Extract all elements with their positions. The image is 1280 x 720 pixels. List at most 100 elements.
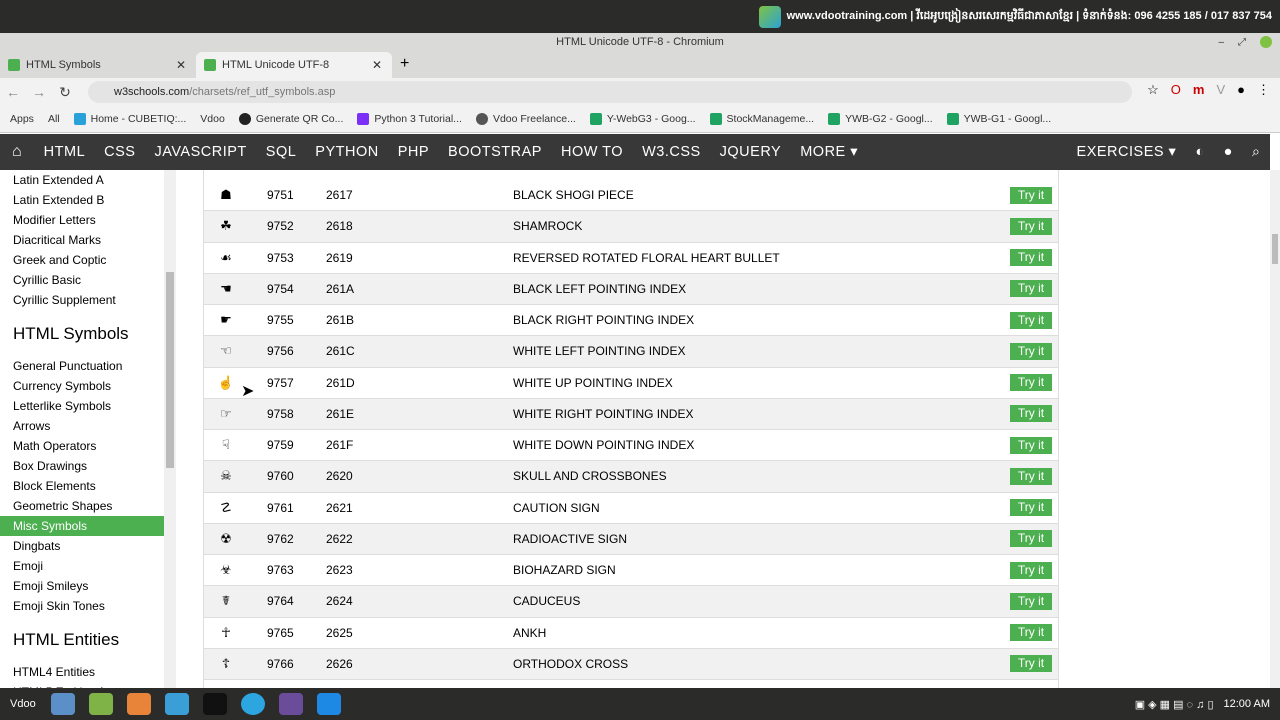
try-it-button[interactable]: Try it [1010,311,1052,329]
minimize-button[interactable]: – [1218,37,1224,48]
nav-item[interactable]: MORE ▾ [800,144,859,160]
try-it-button[interactable]: Try it [1010,467,1052,485]
telegram-taskbar-icon[interactable] [240,693,265,715]
sidebar-item[interactable]: HTML4 Entities [13,665,96,679]
vscode-taskbar-icon[interactable] [316,693,341,715]
sidebar-item[interactable]: Misc Symbols [0,516,164,536]
firefox-taskbar-icon[interactable] [126,693,151,715]
reload-icon[interactable]: ↻ [59,83,71,100]
sidebar-item[interactable]: Modifier Letters [13,213,96,227]
bookmark-item[interactable]: YWB-G2 - Googl... [828,113,933,125]
terminal-taskbar-icon[interactable] [202,693,227,715]
sidebar-item[interactable]: HTML5 Entities A [0,682,164,688]
try-it-button[interactable]: Try it [1010,374,1052,392]
sidebar-item[interactable]: Emoji Smileys [13,579,89,593]
try-it-button[interactable]: Try it [1010,186,1052,204]
sidebar-item[interactable]: Block Elements [13,479,96,493]
sidebar-item[interactable]: Emoji [13,559,44,573]
close-window-button[interactable] [1260,36,1272,48]
nav-item[interactable]: BOOTSTRAP [448,144,542,160]
bookmark-star-icon[interactable]: ☆ [1147,82,1159,97]
search-icon[interactable]: ⌕ [1251,144,1261,160]
bookmark-item[interactable]: Home - CUBETIQ:... [73,113,186,125]
monitor-taskbar-icon[interactable] [164,693,189,715]
try-it-button[interactable]: Try it [1010,405,1052,423]
extension-icon[interactable]: O [1170,82,1181,97]
nav-item[interactable]: HOW TO [560,144,624,160]
bookmark-item[interactable]: YWB-G1 - Googl... [946,113,1051,125]
sidebar-item[interactable]: Dingbats [13,539,61,553]
sidebar-item[interactable]: General Punctuation [13,359,123,373]
try-it-button[interactable]: Try it [1010,217,1052,235]
chromium-taskbar-icon[interactable] [50,693,75,715]
nav-item[interactable]: PHP [397,144,430,160]
try-it-button[interactable]: Try it [1010,530,1052,548]
globe-icon[interactable]: ● [1223,144,1233,160]
sidebar-item[interactable]: Latin Extended B [13,193,105,207]
nav-item[interactable]: JQUERY [719,144,782,160]
bookmark-item[interactable]: All [48,113,60,125]
home-icon[interactable]: ⌂ [12,143,23,160]
sidebar-item[interactable]: Greek and Coptic [13,253,107,267]
url-input[interactable]: w3schools.com/charsets/ref_utf_symbols.a… [88,81,1132,103]
try-it-button[interactable]: Try it [1010,436,1052,454]
try-it-button[interactable]: Try it [1010,499,1052,517]
bookmark-item[interactable]: Y-WebG3 - Goog... [589,113,696,125]
extension-v-icon[interactable]: V [1216,82,1226,97]
files-taskbar-icon[interactable] [88,693,113,715]
new-tab-button[interactable]: + [400,55,410,72]
try-it-button[interactable]: Try it [1010,561,1052,579]
menu-icon[interactable]: ⋮ [1257,82,1270,97]
sidebar-item[interactable]: Letterlike Symbols [13,399,112,413]
bookmark-item[interactable]: StockManageme... [709,113,814,125]
nav-item[interactable]: PYTHON [315,144,379,160]
sidebar-item[interactable]: Geometric Shapes [13,499,113,513]
sidebar-item[interactable]: Diacritical Marks [13,233,102,247]
sidebar-item[interactable]: Cyrillic Supplement [13,293,116,307]
bookmark-item[interactable]: Vdoo Freelance... [475,113,576,125]
nav-item[interactable]: SQL [265,144,297,160]
profile-avatar[interactable]: ● [1237,82,1245,97]
nav-item[interactable]: HTML [43,144,86,160]
try-it-button[interactable]: Try it [1010,655,1052,673]
bookmark-item[interactable]: Generate QR Co... [238,113,343,125]
close-tab-icon[interactable]: ✕ [175,58,186,72]
try-it-button[interactable]: Try it [1010,249,1052,267]
forward-icon[interactable]: → [32,84,46,100]
start-menu-button[interactable]: Vdoo [10,698,36,710]
obs-taskbar-icon[interactable] [278,693,303,715]
sidebar-item[interactable]: Latin Extended A [13,173,104,187]
sidebar-item[interactable]: Cyrillic Basic [13,273,82,287]
sidebar-item[interactable]: Math Operators [13,439,97,453]
back-icon[interactable]: ← [6,84,20,100]
scrollbar-thumb[interactable] [1272,234,1278,264]
sidebar-item[interactable]: Box Drawings [13,459,88,473]
try-it-button[interactable]: Try it [1010,280,1052,298]
nav-item[interactable]: JAVASCRIPT [154,144,247,160]
tray-icons[interactable]: ▣ ◈ ▦ ▤ ◌ ♫ ▯ [1134,698,1214,711]
decimal-code: 9755 [267,313,294,328]
bookmark-item[interactable]: Vdoo [200,113,225,125]
sidebar-item[interactable]: Arrows [13,419,51,433]
clock[interactable]: 12:00 AM [1223,698,1270,710]
try-it-button[interactable]: Try it [1010,624,1052,642]
nav-exercises[interactable]: EXERCISES ▾ [1076,144,1177,160]
try-it-button[interactable]: Try it [1010,342,1052,360]
close-tab-icon[interactable]: ✕ [371,58,382,72]
sidebar-scrollbar[interactable] [164,170,176,688]
page-scrollbar[interactable] [1270,170,1280,688]
nav-item[interactable]: W3.CSS [642,144,701,160]
nav-item[interactable]: CSS [104,144,136,160]
bookmark-item[interactable]: Python 3 Tutorial... [357,113,462,125]
extension-m-icon[interactable]: m [1192,82,1205,97]
sidebar-item[interactable]: Emoji Skin Tones [13,599,105,613]
bookmark-item[interactable]: Apps [10,113,34,125]
dark-mode-icon[interactable]: ◐ [1195,144,1205,160]
try-it-button[interactable]: Try it [1010,592,1052,610]
tab-html-symbols[interactable]: HTML Symbols ✕ [0,52,196,78]
maximize-button[interactable]: ⤢ [1238,37,1246,48]
hex-code: 261C [326,344,355,359]
tab-html-unicode[interactable]: HTML Unicode UTF-8 ✕ [196,52,392,78]
scrollbar-thumb[interactable] [166,272,174,468]
sidebar-item[interactable]: Currency Symbols [13,379,112,393]
